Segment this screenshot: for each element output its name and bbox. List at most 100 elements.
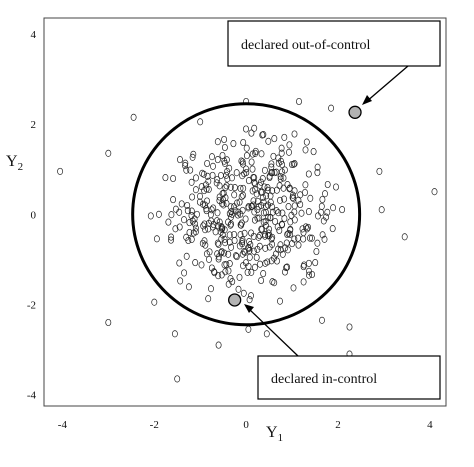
data-point — [196, 198, 203, 206]
data-point — [205, 185, 212, 193]
data-point — [286, 141, 293, 149]
data-point — [279, 221, 286, 229]
data-point — [300, 229, 307, 237]
x-tick-label: 0 — [243, 419, 249, 431]
data-point — [275, 209, 282, 217]
data-point — [201, 237, 208, 245]
data-point — [184, 201, 191, 210]
data-point — [253, 253, 260, 262]
y-tick-label: 2 — [31, 119, 37, 131]
data-point — [378, 206, 385, 214]
data-point — [256, 242, 263, 250]
data-point — [300, 263, 307, 271]
data-point — [240, 138, 247, 147]
data-point — [177, 277, 184, 285]
data-point — [221, 261, 228, 269]
data-point — [227, 213, 234, 221]
data-point — [233, 253, 240, 261]
data-point — [256, 232, 263, 240]
data-point — [204, 172, 211, 180]
data-point — [151, 298, 158, 306]
y-axis-label: Y2 — [6, 153, 23, 173]
data-point — [275, 159, 282, 167]
data-point — [273, 186, 280, 194]
data-point — [209, 153, 215, 161]
data-point — [197, 118, 204, 126]
data-point — [431, 188, 438, 196]
data-point — [295, 241, 302, 249]
data-point — [319, 195, 326, 204]
data-point — [297, 200, 304, 209]
data-point — [231, 230, 238, 239]
data-point — [302, 146, 309, 154]
data-point — [271, 135, 278, 143]
data-point — [260, 209, 267, 217]
in-control-callout-box — [257, 355, 441, 400]
data-point — [208, 206, 215, 214]
data-point — [272, 217, 279, 226]
data-point — [229, 174, 235, 182]
data-point — [199, 239, 206, 247]
data-point — [262, 259, 269, 267]
in-control-arrowhead — [244, 304, 254, 313]
data-point — [155, 210, 162, 218]
data-point — [240, 191, 247, 199]
data-point — [224, 175, 231, 183]
data-point — [239, 238, 246, 246]
data-point — [225, 250, 232, 258]
data-point — [201, 220, 208, 228]
data-point — [225, 267, 232, 275]
data-point — [248, 129, 255, 137]
data-point — [105, 318, 112, 327]
data-point — [259, 175, 266, 183]
data-point — [250, 232, 257, 240]
data-point — [319, 231, 326, 239]
data-point — [214, 138, 221, 146]
data-point — [236, 273, 243, 281]
data-point — [286, 148, 292, 156]
data-point — [401, 233, 408, 241]
data-point — [240, 184, 247, 192]
data-point — [197, 192, 203, 200]
data-point — [259, 131, 266, 139]
data-point — [209, 171, 216, 179]
data-point — [291, 160, 298, 168]
data-point — [238, 219, 245, 227]
in-control-point — [228, 293, 242, 307]
data-point — [172, 205, 179, 213]
data-point — [243, 144, 250, 152]
data-point — [229, 278, 236, 286]
data-point — [260, 270, 267, 278]
data-point — [187, 166, 194, 174]
data-point — [277, 246, 284, 254]
data-point — [277, 172, 284, 181]
data-point — [295, 234, 301, 242]
data-point — [304, 225, 311, 233]
data-point — [222, 194, 229, 202]
data-point — [296, 97, 302, 106]
data-point — [286, 184, 293, 192]
data-point — [189, 193, 196, 201]
out-of-control-arrowhead — [362, 95, 372, 105]
data-point — [245, 325, 252, 333]
data-point — [305, 170, 312, 178]
data-point — [223, 199, 230, 208]
data-point — [200, 200, 206, 208]
data-point — [219, 224, 225, 232]
data-point — [215, 255, 222, 263]
data-point — [245, 177, 252, 185]
data-point — [277, 196, 283, 204]
data-point — [263, 330, 270, 338]
data-point — [168, 236, 174, 244]
data-point — [214, 156, 221, 164]
data-point — [241, 170, 248, 178]
data-point — [257, 188, 264, 196]
data-point — [261, 166, 268, 174]
data-point — [324, 208, 331, 216]
data-point — [204, 159, 211, 168]
data-point — [234, 199, 240, 207]
data-point — [258, 150, 265, 158]
data-point — [190, 150, 197, 158]
data-point — [211, 268, 217, 276]
data-point — [281, 166, 288, 174]
